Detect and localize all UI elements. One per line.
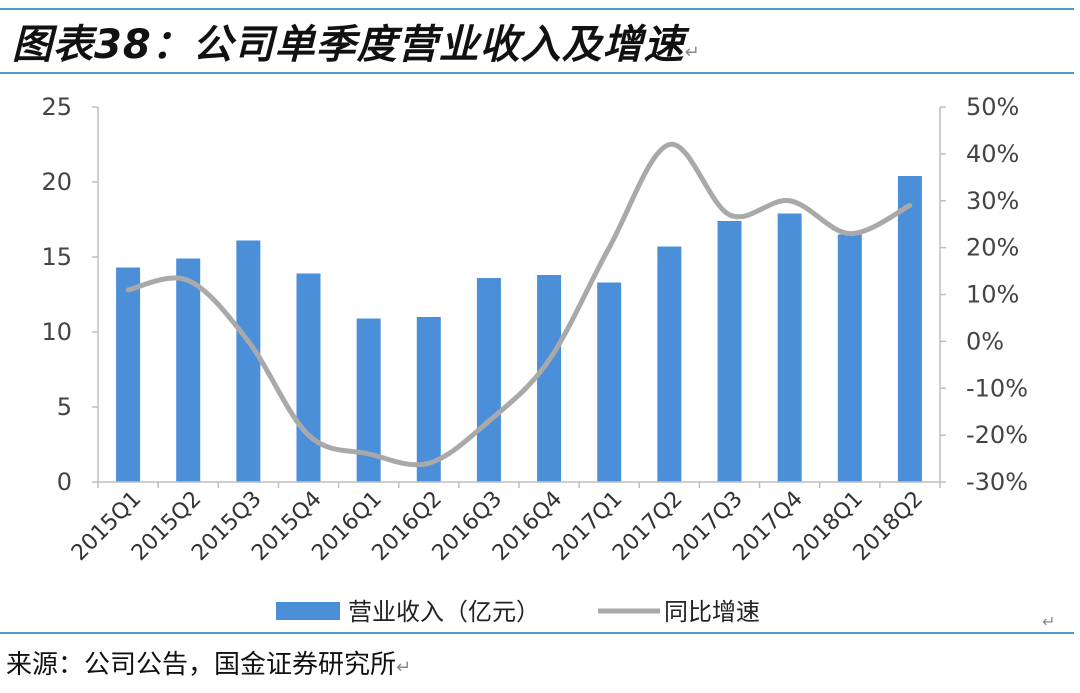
revenue-bar — [476, 278, 501, 482]
right-tick-label: -20% — [966, 421, 1028, 449]
left-tick-label: 20 — [41, 168, 72, 196]
chart-legend: 营业收入（亿元） 同比增速 — [276, 598, 760, 626]
revenue-bar — [717, 221, 742, 482]
revenue-bars — [116, 176, 922, 482]
right-tick-label: 50% — [966, 93, 1019, 121]
right-tick-label: 10% — [966, 281, 1019, 309]
x-axis: 2015Q12015Q22015Q32015Q42016Q12016Q22016… — [67, 481, 941, 566]
legend-line-label: 同比增速 — [664, 598, 760, 626]
title-rule — [0, 72, 1074, 74]
left-tick-label: 25 — [41, 93, 72, 121]
right-tick-label: -30% — [966, 468, 1028, 496]
growth-line — [125, 141, 913, 468]
left-y-axis: 0 5 10 15 20 25 — [41, 93, 99, 496]
revenue-bar — [897, 176, 922, 482]
revenue-bar — [657, 246, 682, 482]
right-tick-label: 40% — [966, 140, 1019, 168]
revenue-bar — [597, 282, 622, 482]
revenue-bar — [116, 267, 141, 482]
left-tick-label: 5 — [57, 393, 72, 421]
right-tick-label: 0% — [966, 327, 1004, 355]
combo-chart: 0 5 10 15 20 25 -30% -20% -10% 0% 10% 20% 30% 40% 50%… — [41, 93, 1028, 626]
legend-bar-swatch — [276, 602, 340, 620]
right-tick-label: 30% — [966, 187, 1019, 215]
bottom-rule — [0, 632, 1074, 634]
top-rule — [0, 8, 1074, 10]
figure-title: 图表38：公司单季度营业收入及增速↵ — [12, 22, 701, 68]
return-mark: ↵ — [1042, 612, 1056, 631]
right-tick-label: 20% — [966, 234, 1019, 262]
revenue-bar — [416, 317, 441, 482]
growth-line-path — [125, 141, 913, 468]
revenue-bar — [837, 234, 862, 482]
revenue-bar — [176, 258, 201, 482]
source-note: 来源：公司公告，国金证券研究所↵ — [6, 650, 412, 680]
left-tick-label: 10 — [41, 318, 72, 346]
revenue-bar — [236, 240, 261, 482]
revenue-bar — [296, 273, 321, 482]
revenue-bar — [537, 275, 562, 482]
left-tick-label: 15 — [41, 243, 72, 271]
left-tick-label: 0 — [57, 468, 72, 496]
right-tick-label: -10% — [966, 374, 1028, 402]
legend-bar-label: 营业收入（亿元） — [348, 598, 540, 626]
right-y-axis: -30% -20% -10% 0% 10% 20% 30% 40% 50% — [939, 93, 1028, 496]
revenue-bar — [777, 213, 802, 482]
